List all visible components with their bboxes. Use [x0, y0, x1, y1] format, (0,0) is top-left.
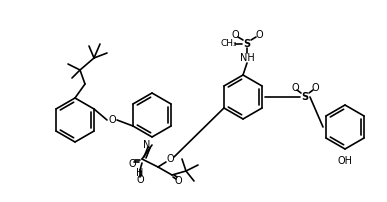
Text: S: S	[243, 39, 250, 49]
Text: H: H	[136, 168, 144, 178]
Text: OH: OH	[337, 156, 353, 166]
Text: O: O	[166, 154, 174, 164]
Text: O: O	[174, 176, 182, 186]
Text: O: O	[128, 159, 136, 169]
Text: CH₃: CH₃	[221, 40, 237, 48]
Text: N: N	[143, 140, 150, 150]
Text: S: S	[301, 92, 308, 102]
Text: NH: NH	[240, 53, 254, 63]
Text: O: O	[311, 83, 319, 93]
Text: O: O	[136, 175, 144, 185]
Text: O: O	[231, 30, 239, 40]
Text: O: O	[291, 83, 299, 93]
Text: O: O	[108, 115, 116, 125]
Text: O: O	[255, 30, 263, 40]
